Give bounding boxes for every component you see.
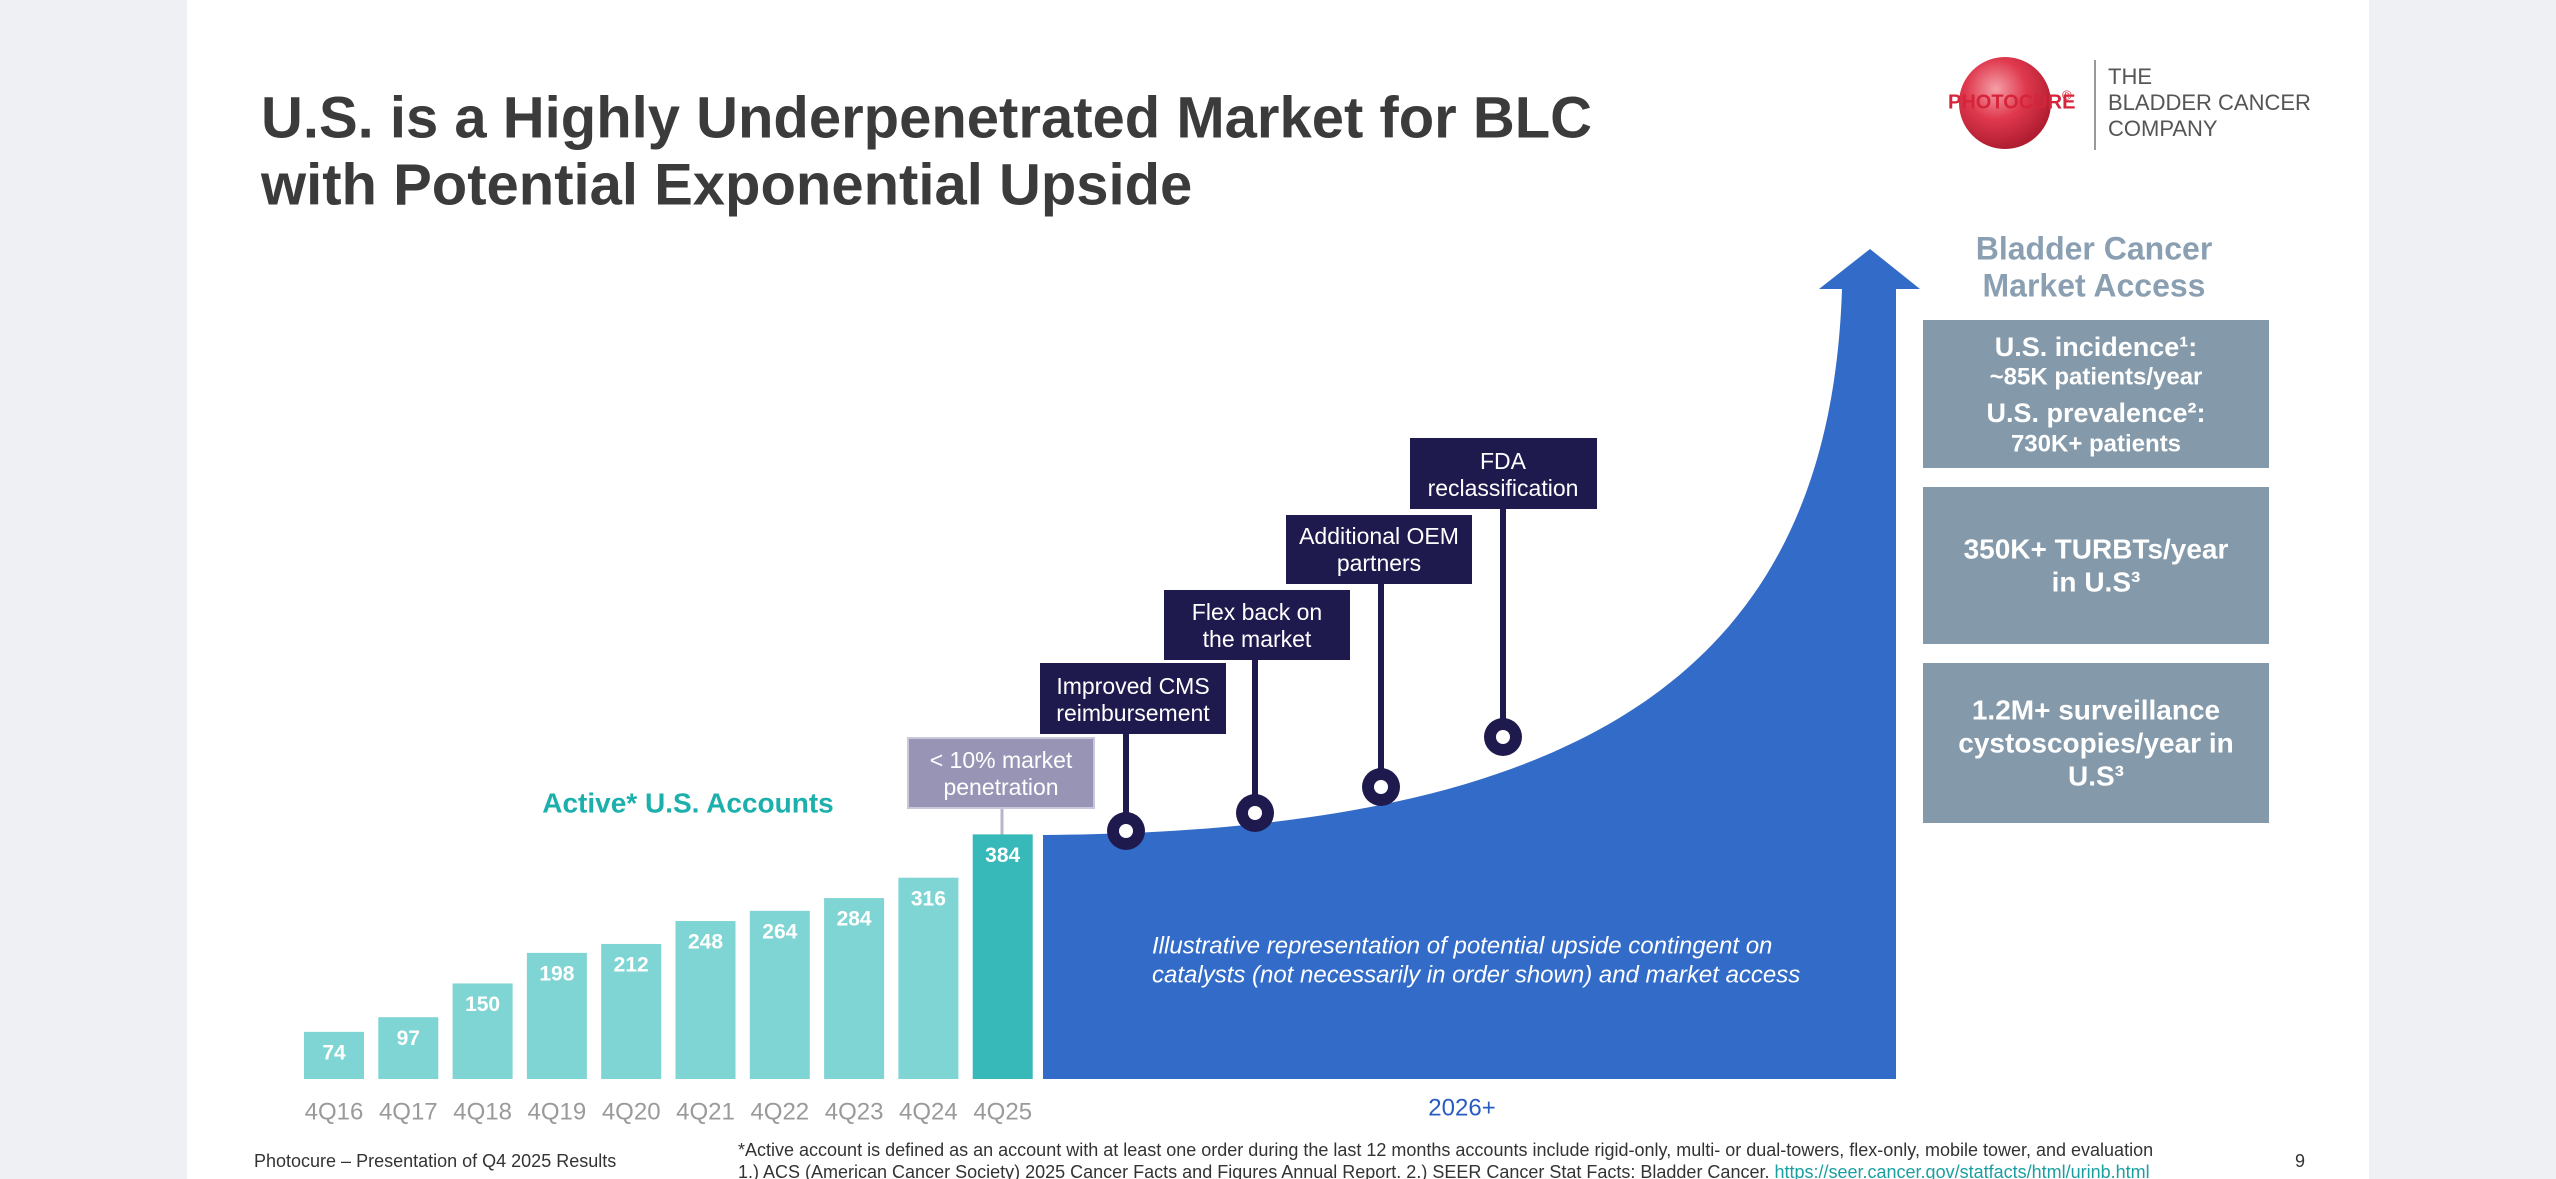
x-tick-label: 4Q20 bbox=[602, 1098, 661, 1125]
market-access-heading: Market Access bbox=[1983, 267, 2206, 303]
bar bbox=[749, 910, 810, 1079]
milestone-label: FDA bbox=[1480, 448, 1527, 474]
milestone-label: Improved CMS bbox=[1056, 673, 1209, 699]
logo-mark: ® bbox=[2062, 87, 2072, 102]
market-access-text: U.S. prevalence²: bbox=[1986, 398, 2205, 428]
market-access-text: 350K+ TURBTs/year bbox=[1964, 533, 2229, 564]
upside-note: Illustrative representation of potential… bbox=[1152, 932, 1772, 959]
market-access-text: 730K+ patients bbox=[2011, 430, 2181, 457]
logo-tagline: THE bbox=[2108, 64, 2152, 89]
upside-arrow bbox=[1043, 249, 1920, 1079]
bar bbox=[824, 898, 885, 1079]
x-tick-label: 4Q16 bbox=[305, 1098, 364, 1125]
x-tick-label: 4Q18 bbox=[453, 1098, 512, 1125]
penetration-box bbox=[907, 737, 1095, 809]
milestone-box bbox=[1040, 663, 1226, 734]
bar-value-label: 74 bbox=[322, 1041, 346, 1064]
logo-ball bbox=[1959, 57, 2051, 149]
market-access-text: in U.S³ bbox=[2052, 566, 2141, 597]
market-access-text: U.S. incidence¹: bbox=[1995, 332, 2198, 362]
footnote-text: 1.) ACS (American Cancer Society) 2025 C… bbox=[738, 1162, 1774, 1179]
bar-value-label: 212 bbox=[614, 954, 649, 977]
milestone-dot-center bbox=[1248, 806, 1262, 820]
market-access-box bbox=[1923, 487, 2269, 644]
bar bbox=[526, 952, 587, 1079]
market-access-box bbox=[1923, 663, 2269, 823]
footnote: *Active account is defined as an account… bbox=[738, 1140, 2153, 1160]
milestone-label: reclassification bbox=[1428, 475, 1579, 501]
bar-value-label: 198 bbox=[539, 962, 574, 985]
market-access-heading: Bladder Cancer bbox=[1976, 230, 2213, 266]
bar-value-label: 150 bbox=[465, 993, 500, 1016]
milestone-box bbox=[1410, 438, 1597, 509]
milestone-label: the market bbox=[1203, 626, 1312, 652]
x-tick-label: 4Q17 bbox=[379, 1098, 438, 1125]
milestone-box bbox=[1164, 590, 1350, 660]
bar-value-label: 264 bbox=[762, 920, 797, 943]
bar bbox=[675, 921, 736, 1079]
bar bbox=[452, 983, 513, 1079]
title-line: U.S. is a Highly Underpenetrated Market … bbox=[261, 85, 1592, 150]
market-access-box bbox=[1923, 320, 2269, 468]
market-access-text: U.S³ bbox=[2068, 760, 2124, 791]
footer-source: Photocure – Presentation of Q4 2025 Resu… bbox=[254, 1151, 616, 1171]
milestone-box bbox=[1286, 515, 1472, 584]
page-number: 9 bbox=[2295, 1151, 2305, 1171]
milestone-label: Flex back on bbox=[1192, 599, 1322, 625]
milestone-dot-center bbox=[1496, 730, 1510, 744]
footnote-link[interactable]: https://seer.cancer.gov/statfacts/html/u… bbox=[1774, 1162, 2149, 1179]
chart-title: Active* U.S. Accounts bbox=[542, 787, 833, 818]
bar-value-label: 248 bbox=[688, 931, 723, 954]
x-tick-label: 4Q22 bbox=[750, 1098, 809, 1125]
logo-brand: PHOTOCURE bbox=[1948, 91, 2075, 113]
footnote: 1.) ACS (American Cancer Society) 2025 C… bbox=[738, 1162, 2150, 1179]
logo-tagline: COMPANY bbox=[2108, 116, 2218, 141]
bar-value-label: 316 bbox=[911, 887, 946, 910]
upside-note: catalysts (not necessarily in order show… bbox=[1152, 961, 1800, 988]
milestone-dot-center bbox=[1374, 780, 1388, 794]
upside-period: 2026+ bbox=[1428, 1094, 1495, 1121]
bar bbox=[972, 834, 1033, 1079]
milestone-dot-center bbox=[1119, 824, 1133, 838]
logo-tagline: BLADDER CANCER bbox=[2108, 90, 2311, 115]
milestone-label: Additional OEM bbox=[1299, 523, 1459, 549]
title-line: with Potential Exponential Upside bbox=[260, 152, 1192, 217]
milestone-label: partners bbox=[1337, 550, 1421, 576]
penetration-note: penetration bbox=[943, 774, 1058, 800]
market-access-text: cystoscopies/year in bbox=[1958, 727, 2233, 758]
bar-value-label: 97 bbox=[397, 1027, 420, 1050]
x-tick-label: 4Q19 bbox=[528, 1098, 587, 1125]
milestone-label: reimbursement bbox=[1056, 700, 1210, 726]
x-tick-label: 4Q21 bbox=[676, 1098, 735, 1125]
bar-value-label: 284 bbox=[837, 908, 872, 931]
market-access-text: ~85K patients/year bbox=[1990, 363, 2203, 390]
bar bbox=[601, 943, 662, 1079]
market-access-text: 1.2M+ surveillance bbox=[1972, 694, 2220, 725]
bar-chart: 74 4Q16 97 4Q17 150 4Q18 198 4Q19 212 4Q20 248 4Q21… bbox=[304, 834, 1033, 1125]
x-tick-label: 4Q24 bbox=[899, 1098, 958, 1125]
bar bbox=[898, 877, 959, 1079]
bar bbox=[378, 1017, 439, 1079]
x-tick-label: 4Q25 bbox=[973, 1098, 1032, 1125]
milestones: Improved CMS reimbursement Flex back on … bbox=[1040, 438, 1597, 850]
x-tick-label: 4Q23 bbox=[825, 1098, 884, 1125]
bar-value-label: 384 bbox=[985, 844, 1020, 867]
penetration-note: < 10% market bbox=[930, 747, 1073, 773]
bar bbox=[304, 1031, 364, 1079]
